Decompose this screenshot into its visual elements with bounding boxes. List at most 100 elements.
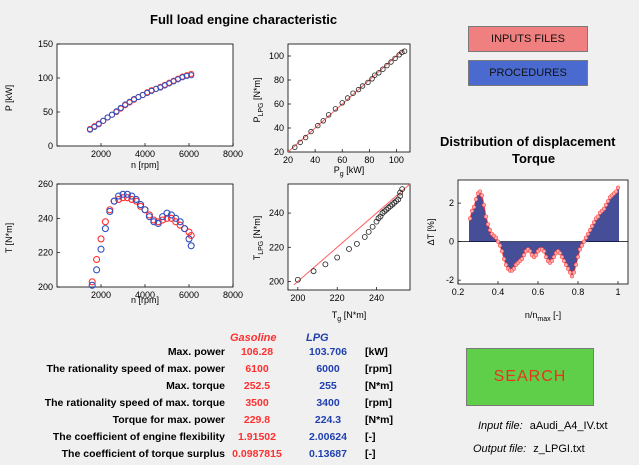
bar <box>481 195 483 242</box>
data-point <box>569 274 575 279</box>
bar <box>573 241 575 273</box>
gasoline-value: 3500 <box>245 397 269 409</box>
gasoline-value: 0.0987815 <box>232 448 282 460</box>
data-point <box>154 219 162 228</box>
bar <box>537 241 539 252</box>
y-axis-label: T [N*m] <box>4 223 14 253</box>
data-point <box>561 258 567 263</box>
x-tick-label: 4000 <box>135 149 155 159</box>
data-point <box>383 206 390 213</box>
data-point <box>188 72 195 79</box>
data-point <box>346 246 352 252</box>
bar <box>541 241 543 250</box>
bar <box>527 241 529 250</box>
bar <box>603 208 605 242</box>
fit-line <box>287 48 405 153</box>
data-point <box>585 231 591 237</box>
data-point <box>397 193 404 199</box>
result-row: Torque for max. power 229.8 224.3 [N*m] <box>0 414 460 430</box>
bar <box>557 241 559 252</box>
data-point <box>565 266 571 271</box>
data-point <box>322 261 329 268</box>
bar <box>491 233 493 242</box>
bar <box>549 241 551 263</box>
input-file-value: aAudi_A4_IV.txt <box>529 420 608 432</box>
data-point <box>473 197 479 202</box>
data-point <box>495 239 501 244</box>
data-point <box>519 256 525 262</box>
bar <box>501 241 503 252</box>
x-tick-label: 2000 <box>91 290 111 300</box>
unit-label: [kW] <box>365 346 388 358</box>
data-point <box>533 253 539 258</box>
data-point <box>91 123 98 131</box>
data-point <box>350 90 356 96</box>
input-file-info: Input file: aAudi_A4_IV.txt <box>478 420 608 432</box>
data-point <box>501 256 507 262</box>
bar <box>483 205 485 242</box>
data-point <box>399 186 406 193</box>
lpg-value: 103.706 <box>309 346 347 358</box>
bar <box>517 241 519 263</box>
data-point <box>551 254 557 260</box>
data-point <box>379 210 386 216</box>
data-point <box>380 66 386 72</box>
data-point <box>467 216 473 221</box>
bar <box>591 226 593 242</box>
x-tick-label: 200 <box>290 293 305 303</box>
data-point <box>176 221 184 229</box>
data-point <box>292 144 298 150</box>
bar <box>615 191 617 242</box>
bar <box>525 241 527 252</box>
y-tick-label: 0 <box>48 141 53 151</box>
bar <box>555 241 557 254</box>
data-point <box>479 193 485 198</box>
result-row: The rationality speed of max. power 6100 6… <box>0 363 460 379</box>
procedures-button[interactable]: PROCEDURES <box>468 60 588 86</box>
search-button[interactable]: SEARCH <box>466 348 594 406</box>
data-point <box>583 235 589 240</box>
bar <box>559 241 561 254</box>
bar <box>595 218 597 242</box>
data-point <box>159 216 167 224</box>
bar <box>523 241 525 256</box>
data-point <box>385 205 392 211</box>
bar <box>553 241 555 258</box>
page-title: Full load engine characteristic <box>150 12 338 27</box>
data-point <box>137 201 145 209</box>
data-point <box>100 117 107 124</box>
output-file-info: Output file: z_LPGI.txt <box>473 443 585 455</box>
data-point <box>503 262 509 267</box>
gasoline-value: 1.91502 <box>238 431 276 443</box>
fit-line <box>293 183 411 286</box>
data-point <box>339 100 345 106</box>
unit-label: [N*m] <box>365 414 393 426</box>
data-point <box>521 253 527 258</box>
x-axis-label: n [rpm] <box>131 160 159 170</box>
data-point <box>541 249 547 254</box>
gasoline-value: 106.28 <box>240 346 274 358</box>
data-point <box>587 227 593 233</box>
data-point <box>308 128 314 135</box>
result-label: Max. torque <box>166 380 225 392</box>
data-point <box>563 262 569 267</box>
x-tick-label: 20 <box>283 155 293 165</box>
data-point <box>511 266 517 271</box>
y-axis-label: PLPG [N*m] <box>252 77 265 122</box>
data-point <box>93 255 101 264</box>
data-point <box>559 254 565 260</box>
data-point <box>145 213 153 221</box>
x-tick-label: 1 <box>615 287 620 297</box>
bar <box>509 241 511 271</box>
data-point <box>302 134 309 141</box>
bar <box>521 241 523 259</box>
data-point <box>172 214 180 222</box>
y-tick-label: 200 <box>269 276 284 286</box>
data-point <box>115 192 123 200</box>
y-tick-label: -2 <box>446 275 454 285</box>
bar <box>485 216 487 242</box>
data-point <box>97 245 105 253</box>
y-tick-label: 20 <box>274 147 284 157</box>
data-point <box>381 208 388 215</box>
inputs-files-button[interactable]: INPUTS FILES <box>468 26 588 52</box>
